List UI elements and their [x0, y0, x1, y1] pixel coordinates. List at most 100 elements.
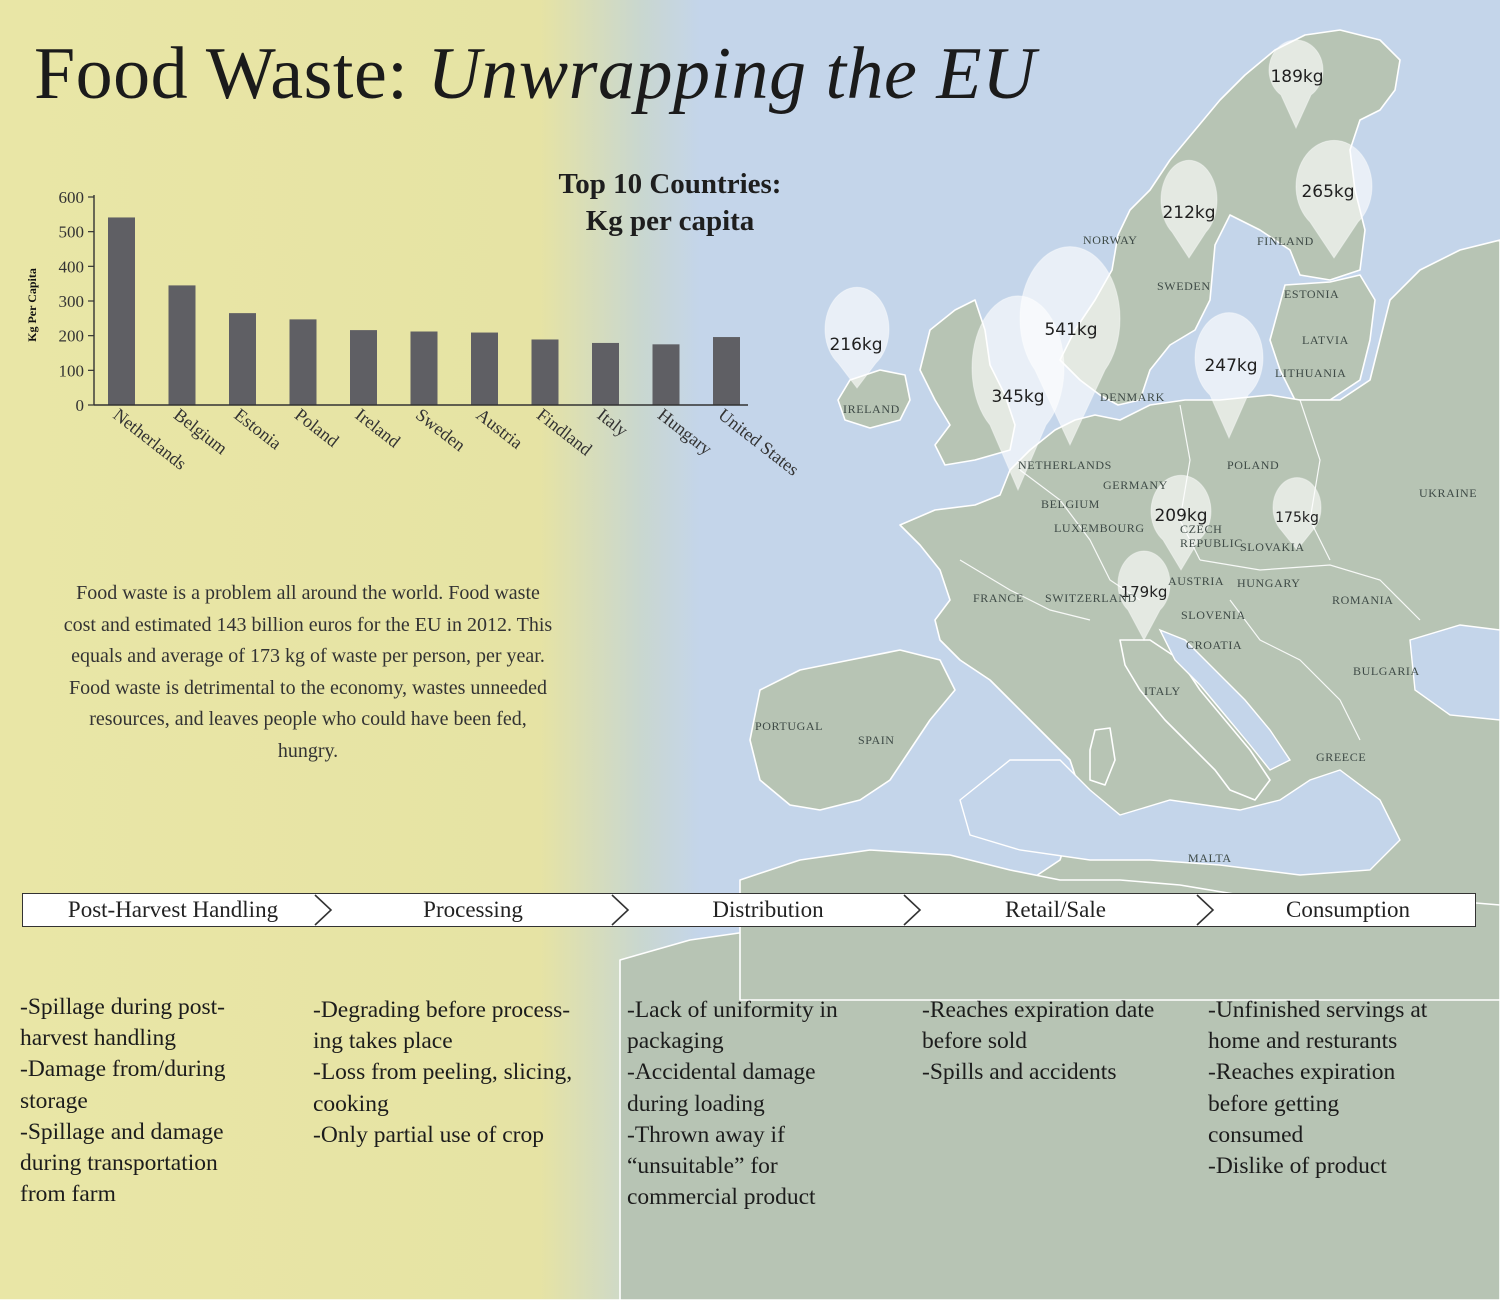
country-label: CROATIA — [1186, 638, 1243, 652]
country-label: SLOVAKIA — [1240, 540, 1305, 554]
y-tick-label: 100 — [59, 361, 85, 380]
y-tick-label: 600 — [59, 188, 85, 207]
country-label: DENMARK — [1100, 390, 1165, 404]
map-land-ireland — [837, 369, 911, 429]
bubble-label: 345kg — [991, 387, 1044, 407]
cause-item: -Dislike of product — [1208, 1153, 1387, 1180]
country-label: SLOVENIA — [1181, 608, 1246, 622]
stage-post-harvest: Post-Harvest Handling — [67, 897, 279, 922]
y-tick-label: 400 — [59, 257, 85, 276]
bar-belgium — [168, 285, 196, 405]
bubble-label: 212kg — [1162, 203, 1215, 223]
country-label: ITALY — [1144, 684, 1181, 698]
bubble-label: 265kg — [1301, 182, 1354, 202]
chart-y-ticks: 0 100 200 300 400 500 600 — [59, 188, 94, 415]
bubble-sweden — [1160, 159, 1218, 259]
chevron-right-icon — [1196, 894, 1215, 926]
waste-bubbles — [824, 39, 1373, 642]
chart-title-line: Kg per capita — [585, 205, 755, 237]
cause-item: -Lack of uniformity in packaging — [627, 997, 838, 1055]
x-tick-label: Sweden — [412, 404, 469, 455]
x-tick-label: Italy — [594, 404, 632, 440]
cause-item: -Spillage during post- harvest handling — [20, 994, 225, 1052]
country-label: POLAND — [1227, 458, 1280, 472]
country-label: HUNGARY — [1237, 576, 1301, 590]
cause-item: -Spillage and damage during transportati… — [20, 1118, 224, 1208]
country-label: GREECE — [1316, 750, 1367, 764]
map-sea-mediterranean — [959, 759, 1401, 876]
bubble-label: 216kg — [829, 335, 882, 355]
x-tick-label: Estonia — [231, 404, 286, 453]
map-land-baltics — [1269, 274, 1376, 401]
bubble-label: 179kg — [1121, 583, 1168, 601]
title-main: Food Waste: — [34, 33, 409, 115]
bubble-finland — [1295, 139, 1373, 259]
x-tick-label: Poland — [291, 404, 343, 451]
bar-united-states — [713, 337, 740, 405]
x-tick-label: United States — [715, 404, 803, 479]
bubble-italy — [1117, 550, 1171, 642]
country-label: NORWAY — [1083, 233, 1138, 247]
country-label: CZECH REPUBLIC — [1180, 522, 1243, 550]
y-tick-label: 200 — [59, 327, 85, 346]
bar-austria — [471, 332, 498, 405]
cause-item: -Unfinished servings at home and restura… — [1208, 997, 1428, 1055]
y-tick-label: 500 — [59, 223, 85, 242]
y-tick-label: 300 — [59, 292, 85, 311]
bubble-hungary — [1272, 477, 1322, 551]
stage-processing: Processing — [423, 897, 523, 922]
country-label: FINLAND — [1257, 234, 1314, 248]
bar-netherlands — [108, 217, 135, 405]
bar-findland — [531, 339, 559, 405]
map-land-sardinia — [1089, 727, 1116, 786]
page-title: Food Waste: Unwrapping the EU — [34, 32, 1036, 117]
bubble-poland — [1194, 312, 1264, 440]
cause-item: -Reaches expiration date before sold — [922, 997, 1155, 1055]
country-label: SWEDEN — [1157, 279, 1211, 293]
chart-title-line: Top 10 Countries: — [558, 168, 782, 200]
cause-item: -Only partial use of crop — [313, 1121, 545, 1148]
bar-italy — [592, 342, 619, 405]
causes-retail: -Reaches expiration date before sold -Sp… — [922, 995, 1202, 1089]
causes-post-harvest: -Spillage during post- harvest handling … — [20, 992, 300, 1210]
stage-consumption: Consumption — [1286, 897, 1410, 922]
bubble-ireland — [824, 286, 890, 389]
cause-item: -Degrading before process- ing takes pla… — [313, 997, 571, 1055]
cause-item: -Thrown away if “unsuitable” for commerc… — [627, 1121, 816, 1211]
country-label: BELGIUM — [1041, 497, 1100, 511]
bubble-label: 175kg — [1275, 510, 1319, 526]
country-label: PORTUGAL — [755, 719, 824, 733]
chevron-right-icon — [314, 894, 333, 926]
chevron-right-icon — [903, 894, 922, 926]
country-label: UKRAINE — [1419, 486, 1478, 500]
country-label: LATVIA — [1302, 333, 1349, 347]
y-axis-label: Kg Per Capita — [25, 268, 39, 342]
country-label: ESTONIA — [1284, 287, 1340, 301]
chart-bars — [108, 217, 740, 405]
bar-sweden — [410, 331, 438, 405]
cause-item: -Reaches expiration before getting consu… — [1208, 1059, 1396, 1148]
country-label: BULGARIA — [1353, 664, 1420, 678]
country-label: IRELAND — [843, 402, 900, 416]
causes-processing: -Degrading before process- ing takes pla… — [313, 995, 613, 1151]
causes-distribution: -Lack of uniformity in packaging -Accide… — [627, 995, 907, 1213]
country-label: MALTA — [1188, 851, 1232, 865]
country-label: AUSTRIA — [1168, 574, 1225, 588]
cause-item: -Spills and accidents — [922, 1059, 1117, 1086]
cause-item: -Damage from/during storage — [20, 1056, 226, 1114]
bar-ireland — [350, 330, 377, 405]
x-tick-label: Hungary — [654, 404, 716, 459]
country-label: LITHUANIA — [1275, 366, 1347, 380]
country-label: ROMANIA — [1332, 593, 1394, 607]
country-label: GERMANY — [1103, 478, 1168, 492]
y-tick-label: 0 — [76, 396, 85, 415]
causes-consumption: -Unfinished servings at home and restura… — [1208, 995, 1488, 1182]
bubble-label: 247kg — [1204, 356, 1257, 376]
intro-paragraph: Food waste is a problem all around the w… — [63, 582, 553, 762]
cause-item: -Accidental damage during loading — [627, 1059, 816, 1117]
country-label: SPAIN — [858, 733, 895, 747]
bubble-label: 209kg — [1154, 506, 1207, 526]
bar-poland — [289, 319, 317, 405]
